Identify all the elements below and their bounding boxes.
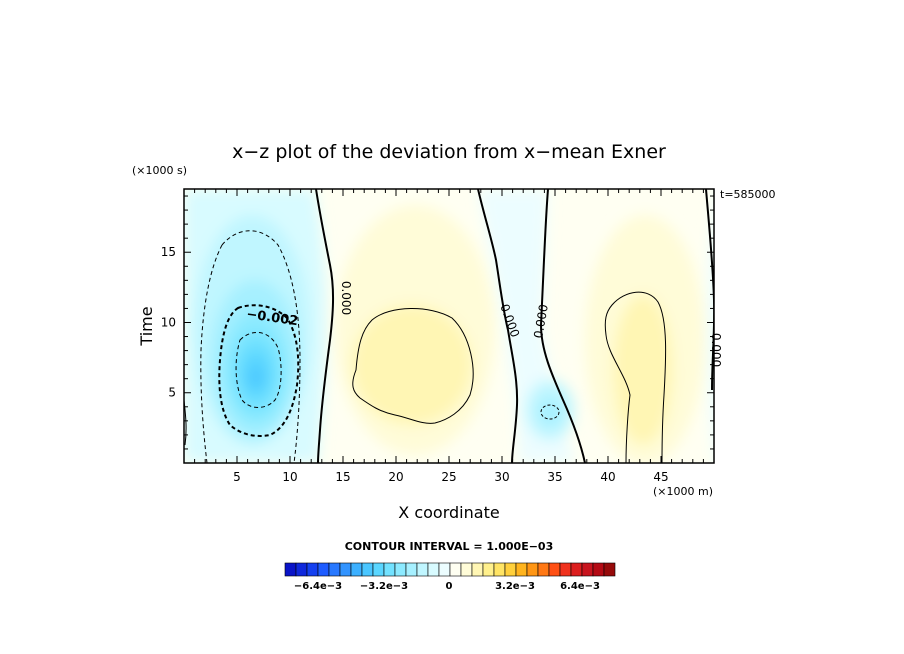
colorbar-swatch (416, 562, 429, 577)
contour-positive-right (604, 291, 667, 463)
contour-label-zero-3: 0.000 (531, 303, 551, 339)
contour-zero-2 (477, 189, 519, 463)
y-axis-label: Time (137, 306, 156, 346)
colorbar-swatch (515, 562, 528, 577)
colorbar-swatch (339, 562, 352, 577)
colorbar-swatch (504, 562, 517, 577)
colorbar-tick-label: −6.4e−3 (294, 581, 342, 592)
x-tick-label: 5 (233, 470, 241, 484)
colorbar-swatch (493, 562, 506, 577)
y-tick-label: 15 (161, 245, 176, 259)
x-tick-label: 30 (494, 470, 509, 484)
contour-neg-0p002 (218, 304, 300, 437)
colorbar-tick-label: 0 (446, 581, 453, 592)
colorbar: −6.4e−3 −3.2e−3 0 3.2e−3 6.4e−3 (284, 562, 616, 592)
x-tick-label: 45 (653, 470, 668, 484)
positive-lobe-mid-2 (352, 305, 472, 425)
contour-label-zero-1: 0.000 (339, 281, 353, 315)
y-tick-label: 5 (168, 386, 176, 400)
colorbar-swatch (570, 562, 583, 577)
positive-lobe-right-2 (613, 295, 673, 445)
y-tick-label: 10 (161, 315, 176, 329)
colorbar-swatch (581, 562, 594, 577)
axis-ticks: 5 10 15 20 25 30 35 40 45 5 10 15 (161, 189, 714, 484)
x-tick-label: 35 (547, 470, 562, 484)
colorbar-swatch (537, 562, 550, 577)
contour-neg-0p003 (235, 332, 282, 408)
colorbar-swatch (295, 562, 308, 577)
colorbar-swatch (526, 562, 539, 577)
y-unit-label: (×1000 s) (132, 164, 187, 177)
contour-negative-small (540, 404, 560, 420)
colorbar-swatch (306, 562, 319, 577)
colorbar-swatch (394, 562, 407, 577)
negative-core (249, 366, 263, 388)
x-unit-label: (×1000 m) (653, 485, 713, 498)
colorbar-swatch (405, 562, 418, 577)
colorbar-swatch (317, 562, 330, 577)
colorbar-tick-label: 3.2e−3 (495, 581, 535, 592)
colorbar-swatch (460, 562, 473, 577)
colorbar-swatch (427, 562, 440, 577)
x-tick-label: 15 (335, 470, 350, 484)
x-tick-label: 40 (600, 470, 615, 484)
colorbar-swatch (471, 562, 484, 577)
negative-blob-lower-core (538, 398, 562, 426)
shaded-field (184, 189, 714, 463)
colorbar-tick-label: 6.4e−3 (560, 581, 600, 592)
plot-area: −0.002 0.000 0.000 0.000 0.000 5 10 15 20 25… (161, 188, 723, 484)
contour-zero-3 (539, 189, 586, 463)
colorbar-swatch (350, 562, 363, 577)
colorbar-swatch (603, 562, 616, 577)
colorbar-swatch (438, 562, 451, 577)
chart-title: x−z plot of the deviation from x−mean Ex… (232, 141, 666, 163)
colorbar-swatch (372, 562, 385, 577)
contour-label-neg-002: −0.002 (245, 307, 299, 329)
contour-negative-outer (200, 230, 301, 463)
x-axis-label: X coordinate (398, 503, 499, 522)
colorbar-swatch (449, 562, 462, 577)
colorbar-swatch (559, 562, 572, 577)
contour-interval-label: CONTOUR INTERVAL = 1.000E−03 (345, 540, 554, 553)
colorbar-swatch (328, 562, 341, 577)
colorbar-swatch (284, 562, 297, 577)
colorbar-swatch (482, 562, 495, 577)
x-tick-label: 20 (388, 470, 403, 484)
contour-positive-mid (352, 308, 474, 424)
time-label: t=585000 (720, 188, 776, 201)
x-tick-label: 25 (441, 470, 456, 484)
colorbar-swatch (592, 562, 605, 577)
colorbar-swatch (361, 562, 374, 577)
contours (184, 189, 714, 463)
colorbar-swatch (383, 562, 396, 577)
colorbar-swatch (548, 562, 561, 577)
colorbar-tick-label: −3.2e−3 (360, 581, 408, 592)
contour-label-zero-4: 0.000 (709, 333, 723, 367)
x-tick-label: 10 (282, 470, 297, 484)
contour-zero-1 (315, 189, 335, 463)
